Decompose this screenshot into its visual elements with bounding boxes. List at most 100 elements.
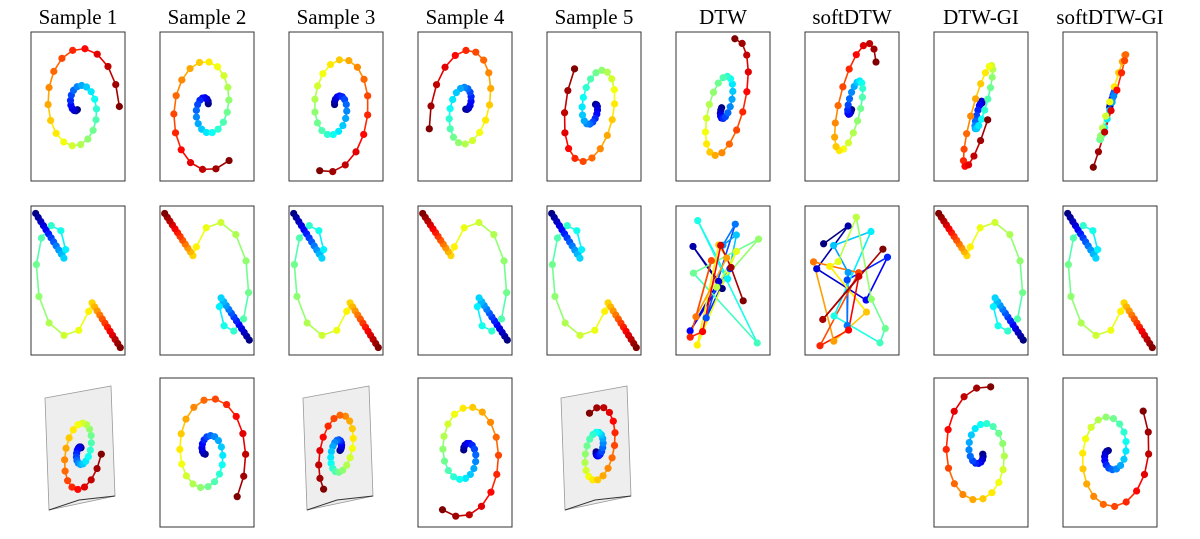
- trajectory-point: [492, 433, 500, 441]
- trajectory-point: [219, 451, 227, 459]
- trajectory-point: [966, 243, 974, 251]
- trajectory-point: [323, 130, 332, 139]
- trajectory-point: [714, 79, 722, 87]
- trajectory-point: [603, 131, 611, 139]
- trajectory-segment: [500, 292, 508, 320]
- trajectory-point: [192, 243, 200, 251]
- trajectory-segment: [563, 90, 569, 113]
- trajectory-point: [1144, 428, 1152, 436]
- trajectory-point: [1094, 416, 1102, 424]
- trajectory-point: [960, 145, 968, 153]
- trajectory-segment: [242, 454, 247, 477]
- trajectory-point: [192, 106, 200, 114]
- trajectory-point: [959, 490, 967, 499]
- trajectory-point: [335, 56, 344, 64]
- trajectory-point: [713, 283, 721, 291]
- trajectory-point: [728, 95, 736, 103]
- trajectory-point: [318, 331, 326, 339]
- trajectory-point: [865, 39, 874, 48]
- trajectory-point: [975, 121, 983, 130]
- trajectory-point: [1102, 112, 1110, 120]
- trajectory-point: [1099, 500, 1107, 508]
- cell: [30, 205, 126, 356]
- trajectory-point: [192, 113, 201, 121]
- trajectory-point: [881, 324, 889, 333]
- trajectory-point: [686, 327, 694, 335]
- trajectory-point: [981, 69, 990, 77]
- trajectory-segment: [832, 245, 849, 273]
- trajectory-point: [1064, 260, 1072, 269]
- trajectory-point: [343, 107, 351, 115]
- trajectory-point: [816, 342, 824, 350]
- trajectory-point: [853, 117, 862, 125]
- trajectory-segment: [979, 119, 989, 141]
- frame: [30, 31, 126, 182]
- trajectory-point: [834, 101, 842, 110]
- cell: [933, 31, 1029, 182]
- cell: [302, 385, 374, 511]
- trajectory-point: [985, 62, 993, 71]
- trajectory-point: [318, 254, 326, 262]
- trajectory-point: [472, 457, 480, 466]
- trajectory-segment: [833, 315, 881, 344]
- frame: [933, 377, 1029, 528]
- trajectory-point: [177, 430, 185, 438]
- trajectory-point: [339, 466, 347, 474]
- trajectory-point: [60, 254, 68, 262]
- trajectory-point: [578, 103, 586, 111]
- trajectory-point: [1079, 449, 1087, 457]
- trajectory-point: [725, 140, 733, 148]
- trajectory-point: [570, 65, 579, 73]
- trajectory-point: [242, 450, 250, 458]
- trajectory-point: [608, 75, 616, 83]
- cell: [804, 31, 900, 182]
- trajectory-point: [1082, 435, 1090, 443]
- trajectory-point: [733, 126, 741, 134]
- trajectory-point: [313, 119, 322, 127]
- trajectory-point: [588, 154, 596, 162]
- trajectory-point: [739, 297, 747, 305]
- trajectory-segment: [114, 84, 121, 107]
- trajectory-point: [855, 272, 863, 280]
- trajectory-point: [732, 231, 741, 239]
- cell: [159, 377, 255, 528]
- trajectory-segment: [245, 260, 250, 293]
- trajectory-point: [93, 464, 101, 473]
- column-title: DTW-GI: [943, 5, 1019, 29]
- trajectory-point: [1120, 57, 1129, 65]
- trajectory-point: [591, 326, 599, 334]
- cell: [44, 385, 116, 511]
- trajectory-point: [497, 315, 506, 323]
- trajectory-point: [576, 331, 584, 339]
- frame: [933, 31, 1029, 182]
- trajectory-point: [171, 129, 180, 137]
- trajectory-point: [240, 472, 248, 480]
- trajectory-point: [293, 292, 301, 301]
- trajectory-point: [112, 80, 120, 89]
- trajectory-point: [565, 144, 573, 153]
- trajectory-point: [739, 108, 747, 116]
- frame: [417, 205, 513, 356]
- trajectory-point: [583, 442, 591, 450]
- trajectory-segment: [1009, 234, 1021, 262]
- frame: [159, 377, 255, 528]
- trajectory-point: [974, 106, 982, 114]
- trajectory-point: [52, 129, 60, 137]
- trajectory-point: [465, 511, 473, 519]
- trajectory-point: [563, 222, 571, 230]
- cell: [675, 31, 771, 182]
- trajectory-point: [318, 126, 326, 135]
- trajectory-point: [809, 258, 818, 266]
- trajectory-point: [999, 466, 1007, 474]
- trajectory-point: [859, 42, 867, 50]
- trajectory-point: [1117, 69, 1126, 77]
- trajectory-point: [844, 222, 852, 230]
- trajectory-point: [215, 470, 224, 478]
- trajectory-point: [62, 444, 70, 452]
- trajectory-point: [1094, 148, 1103, 156]
- trajectory-point: [829, 241, 838, 250]
- trajectory-segment: [493, 234, 505, 262]
- trajectory-point: [339, 121, 347, 130]
- trajectory-point: [1133, 487, 1141, 495]
